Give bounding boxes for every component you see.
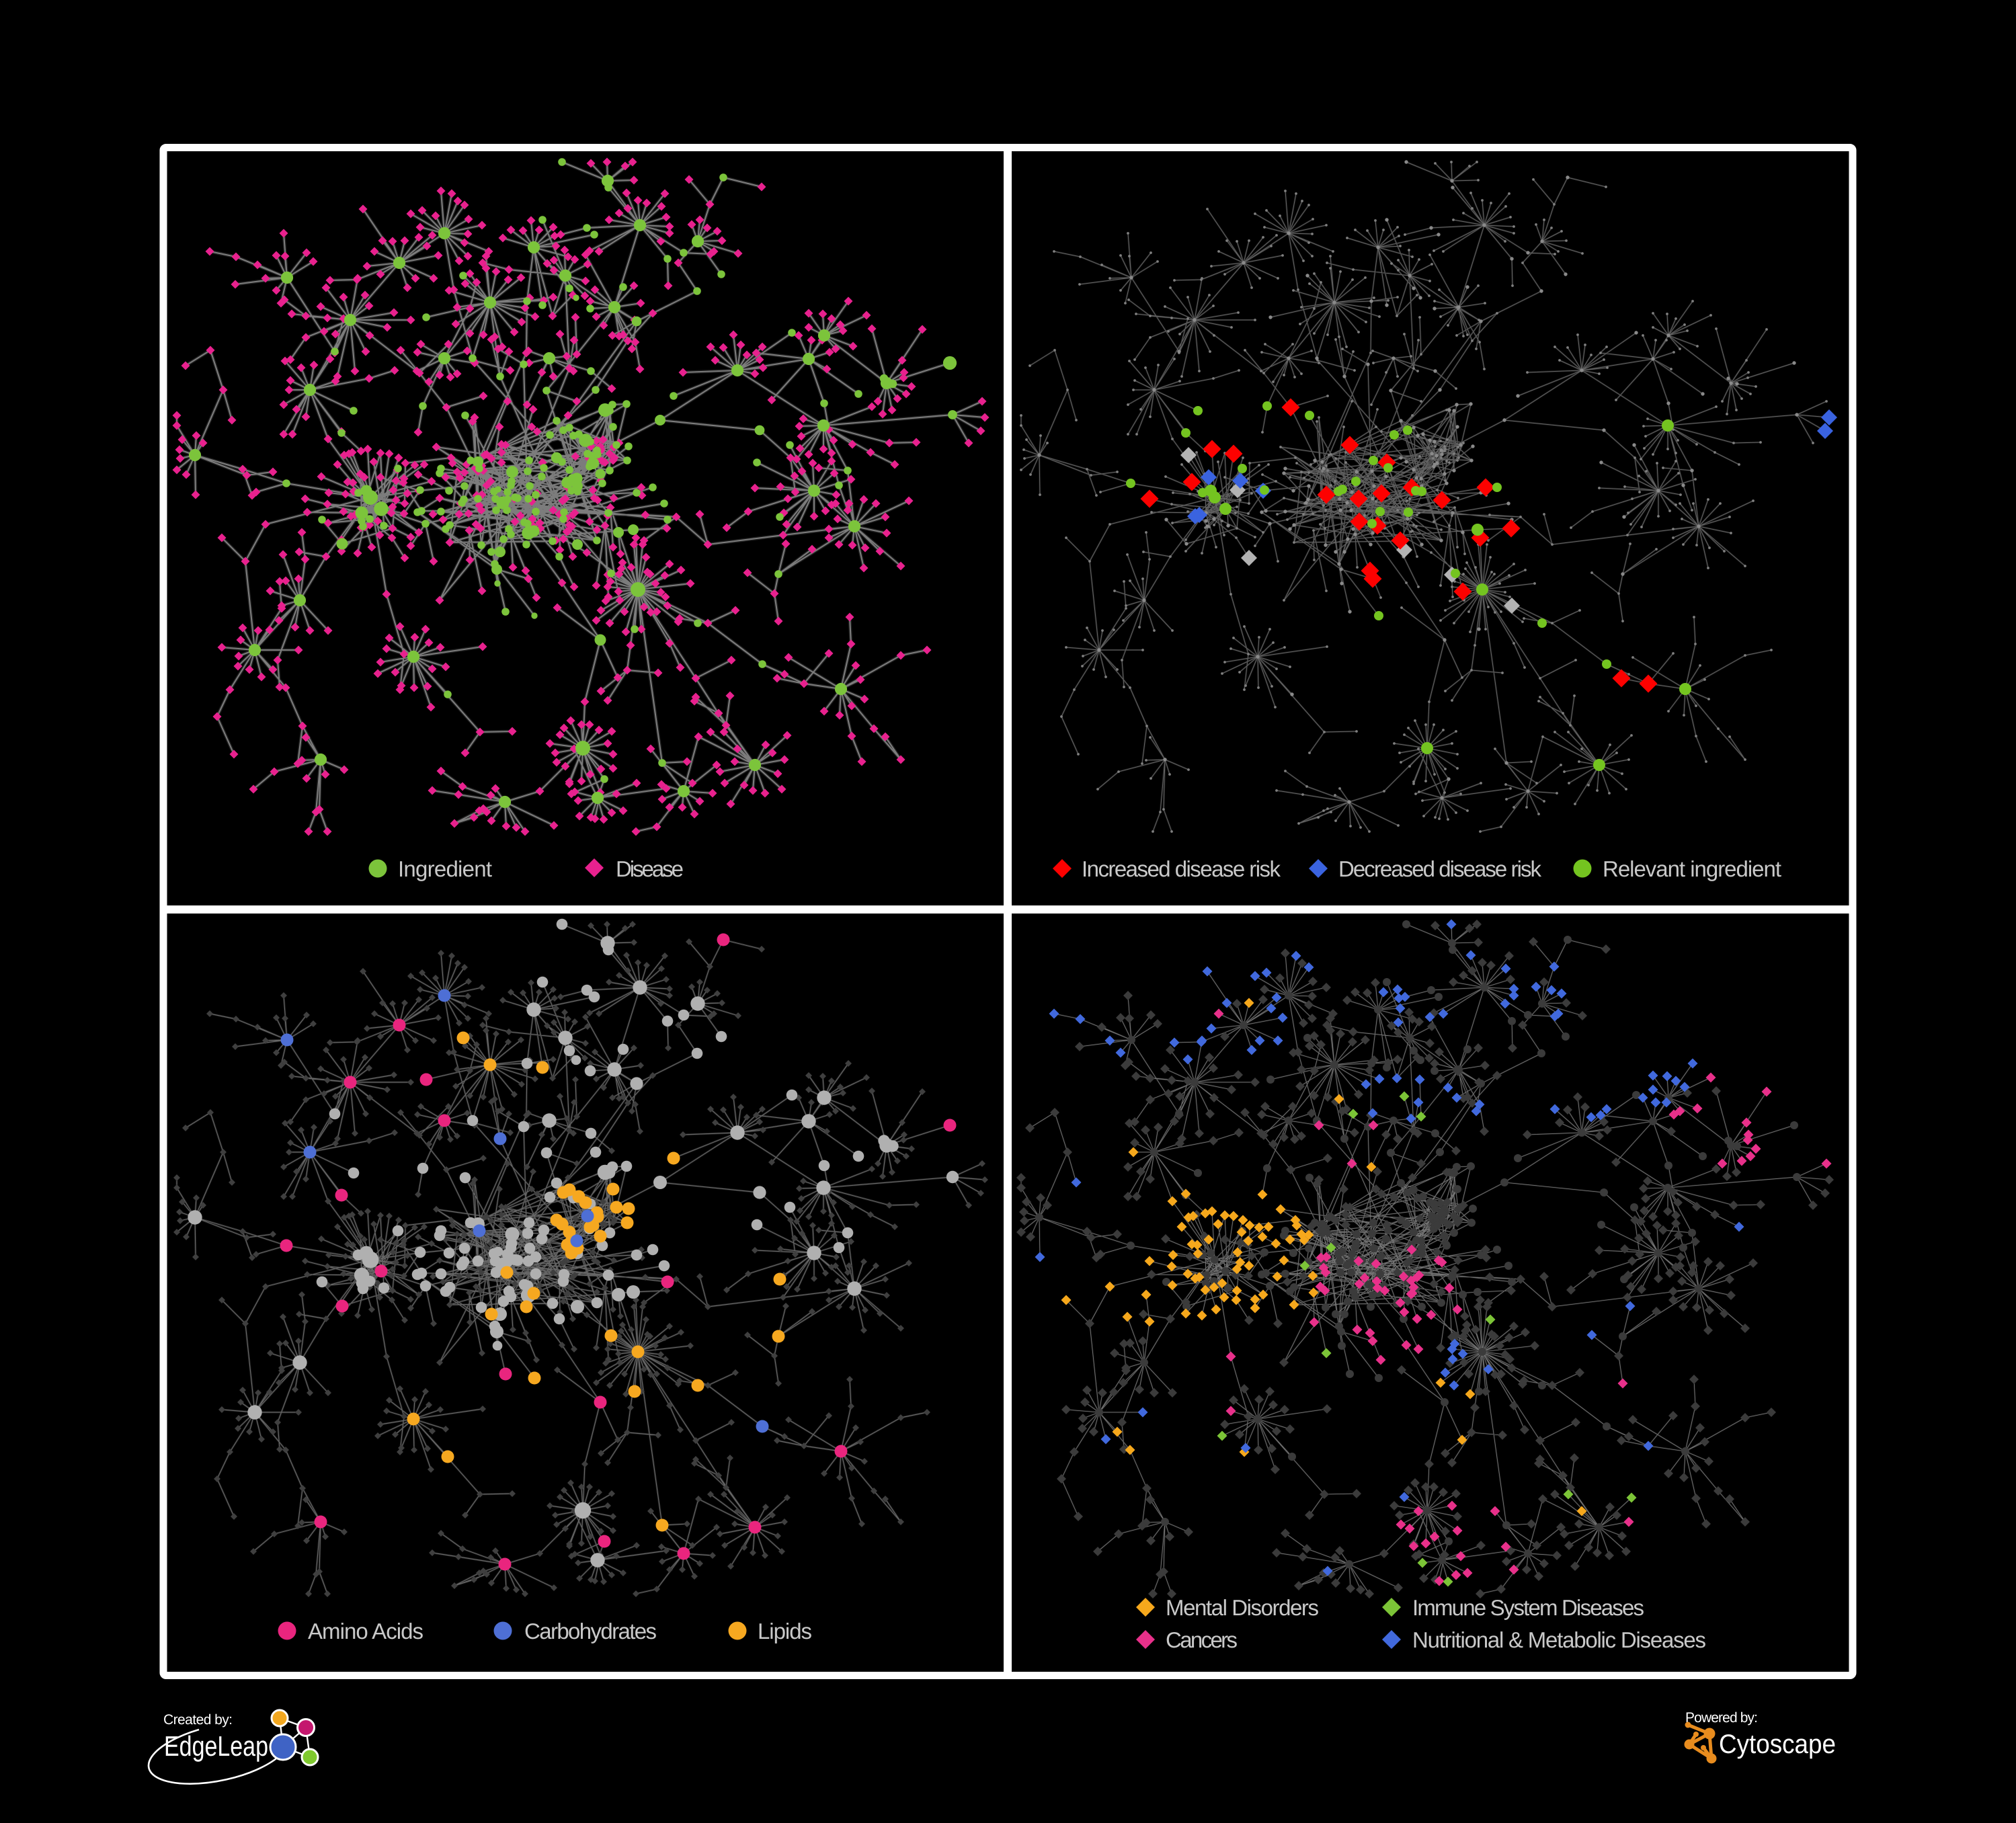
svg-text:Decreased disease risk: Decreased disease risk [1338,856,1542,881]
svg-text:Cytoscape: Cytoscape [1719,1730,1836,1759]
svg-text:Mental Disorders: Mental Disorders [1166,1595,1319,1620]
svg-text:Ingredient: Ingredient [398,856,492,881]
svg-text:Carbohydrates: Carbohydrates [524,1619,657,1644]
svg-text:Lipids: Lipids [758,1619,812,1644]
svg-text:Nutritional & Metabolic Diseas: Nutritional & Metabolic Diseases [1412,1627,1706,1652]
svg-text:Disease: Disease [616,856,684,881]
svg-text:Powered by:: Powered by: [1685,1710,1758,1726]
svg-text:Immune System Diseases: Immune System Diseases [1412,1595,1644,1620]
svg-text:Created by:: Created by: [163,1712,233,1728]
svg-text:Cancers: Cancers [1166,1627,1238,1652]
svg-text:Amino Acids: Amino Acids [308,1619,424,1644]
svg-text:EdgeLeap: EdgeLeap [164,1730,268,1762]
svg-text:Increased disease risk: Increased disease risk [1082,856,1281,881]
svg-text:Relevant ingredient: Relevant ingredient [1603,856,1781,881]
